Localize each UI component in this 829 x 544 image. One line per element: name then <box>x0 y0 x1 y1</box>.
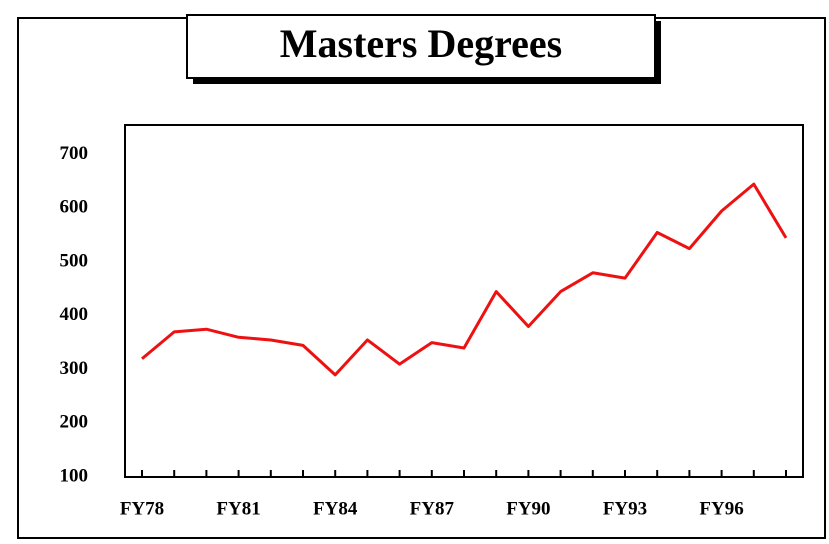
x-tick-label: FY93 <box>603 498 647 519</box>
x-tick-label: FY96 <box>699 498 743 519</box>
y-tick-label: 300 <box>60 358 89 379</box>
chart-title: Masters Degrees <box>280 21 562 66</box>
frame <box>17 17 826 539</box>
y-tick-label: 200 <box>60 412 89 433</box>
y-tick-label: 600 <box>60 197 89 218</box>
x-tick-label: FY84 <box>313 498 358 519</box>
x-tick-label: FY81 <box>216 498 260 519</box>
title-box <box>186 14 656 79</box>
y-tick-label: 500 <box>60 250 89 271</box>
x-tick-label: FY78 <box>120 498 164 519</box>
y-tick-label: 400 <box>60 304 89 325</box>
x-tick-label: FY90 <box>506 498 550 519</box>
y-tick-label: 700 <box>60 143 89 164</box>
x-tick-label: FY87 <box>410 498 455 519</box>
line-series <box>141 182 788 377</box>
y-tick-label: 100 <box>60 465 89 486</box>
plot-area <box>124 124 804 478</box>
